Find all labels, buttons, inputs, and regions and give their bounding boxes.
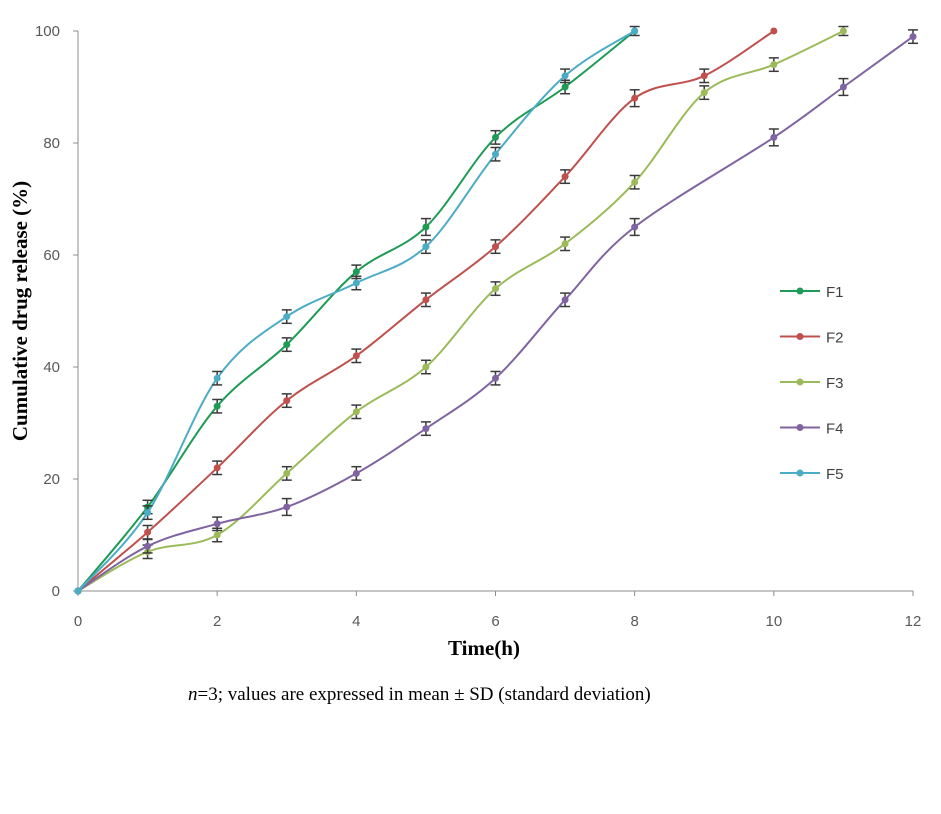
legend-item-f1: F1 [780,284,844,301]
y-tick-label: 100 [35,23,60,40]
data-point [283,341,291,349]
data-point [352,279,360,287]
data-point [352,268,360,276]
legend-label: F3 [826,375,844,392]
data-point [561,296,569,304]
data-point [422,425,430,433]
data-point [422,223,430,231]
data-point [422,243,430,251]
legend-marker [796,424,804,431]
data-point [283,397,291,405]
y-tick-label: 0 [52,583,60,600]
data-point [492,243,499,251]
x-tick-label: 10 [765,613,782,630]
y-tick-label: 20 [43,471,60,488]
legend-label: F4 [826,421,844,438]
data-point [700,89,708,97]
data-point [283,469,291,477]
data-point [422,296,430,304]
series-line [77,30,775,592]
series-line [77,30,636,592]
series-f5 [74,27,639,595]
x-tick-label: 12 [905,613,922,630]
legend-marker [796,333,804,340]
data-point [770,27,778,35]
data-point [839,27,847,35]
data-point [213,464,221,472]
series-line [77,35,914,592]
x-tick-label: 6 [491,613,499,630]
legend-item-f4: F4 [780,421,844,438]
data-point [631,178,639,186]
data-point [909,33,917,41]
series-f4 [74,29,918,595]
x-axis-title: Time(h) [448,636,520,660]
data-point [700,72,708,80]
series-line [77,30,636,592]
data-point [422,363,430,371]
data-point [74,587,82,595]
legend-item-f5: F5 [780,466,844,483]
y-tick-label: 40 [43,359,60,376]
legend-marker [796,469,804,477]
data-point [352,469,360,477]
data-point [144,528,152,536]
data-point [561,173,569,181]
legend-label: F1 [826,284,844,301]
series-layer [74,25,918,595]
data-point [561,72,569,80]
data-point [631,27,639,35]
release-chart: 0 2 4 6 8 10 12 0 20 40 60 80 100 F1 F2 F3 F4 F5 Time(h)… [8,23,921,660]
series-f3 [74,25,849,595]
y-tick-label: 60 [43,247,60,264]
data-point [352,352,360,360]
legend-item-f3: F3 [780,375,844,392]
caption-n-symbol: n [188,684,198,705]
data-point [144,542,152,550]
data-point [213,520,221,528]
x-tick-label: 8 [630,613,638,630]
series-line [77,30,844,592]
data-point [492,133,499,141]
data-point [283,503,291,511]
data-point [213,531,221,539]
data-point [492,150,499,158]
x-tick-label: 2 [213,613,221,630]
data-point [561,83,569,91]
legend-item-f2: F2 [780,330,844,347]
data-point [561,240,569,248]
y-tick-label: 80 [43,135,60,152]
data-point [144,509,152,517]
series-f2 [74,27,778,595]
legend-label: F5 [826,466,844,483]
x-tick-label: 0 [74,613,82,630]
data-point [213,374,221,382]
data-point [631,223,639,231]
legend-marker [796,378,804,386]
legend-label: F2 [826,330,844,347]
data-point [213,402,221,410]
legend-marker [796,287,804,295]
x-tick-label: 4 [352,613,360,630]
legend: F1 F2 F3 F4 F5 [780,284,844,483]
axes: 0 2 4 6 8 10 12 0 20 40 60 80 100 [35,23,921,630]
data-point [283,313,291,321]
data-point [352,408,360,416]
data-point [839,83,847,91]
data-point [492,285,499,293]
data-point [492,374,499,382]
caption-text: =3; values are expressed in mean ± SD (s… [197,684,651,705]
data-point [770,133,778,141]
data-point [631,94,639,102]
y-axis-title: Cumulative drug release (%) [8,181,32,441]
data-point [770,61,778,69]
